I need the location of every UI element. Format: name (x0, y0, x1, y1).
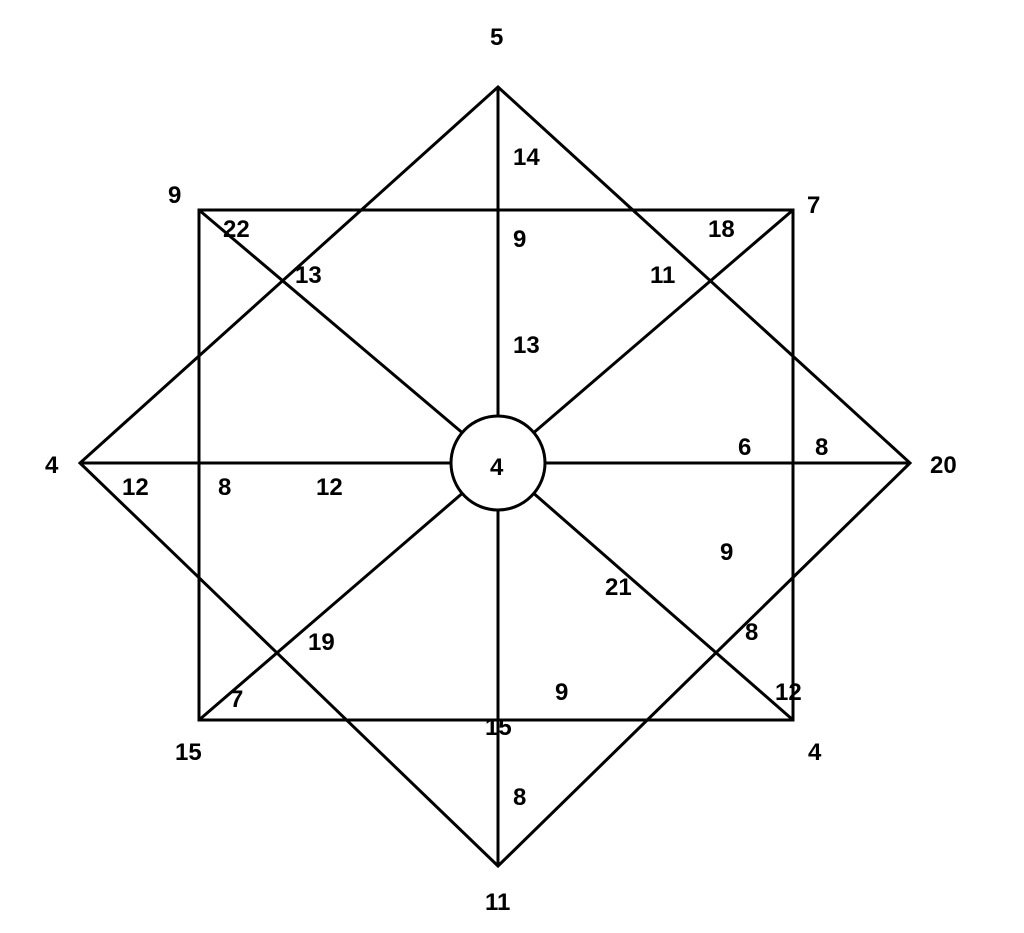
label-outer-br: 4 (808, 739, 822, 766)
label-center: 4 (490, 454, 504, 481)
label-n19: 19 (308, 629, 335, 656)
label-n13a: 13 (513, 332, 540, 359)
label-n9b: 9 (720, 539, 733, 566)
label-outer-top: 5 (490, 24, 503, 51)
label-n14: 14 (513, 144, 540, 171)
label-n22: 22 (223, 216, 250, 243)
label-outer-tl: 9 (168, 182, 181, 209)
label-n8d: 8 (513, 784, 526, 811)
label-n18: 18 (708, 216, 735, 243)
label-n7a: 7 (230, 686, 243, 713)
label-outer-right: 20 (930, 452, 957, 479)
label-n13b: 13 (295, 262, 322, 289)
label-outer-left: 4 (45, 452, 59, 479)
label-n12b: 12 (316, 474, 343, 501)
label-n12c: 12 (775, 679, 802, 706)
label-n9a: 9 (513, 226, 526, 253)
label-outer-bottom: 11 (485, 889, 510, 916)
label-n15a: 15 (485, 714, 512, 741)
label-outer-bl: 15 (175, 739, 202, 766)
label-outer-tr: 7 (807, 192, 820, 219)
label-n8a: 8 (218, 474, 231, 501)
label-n21: 21 (605, 574, 632, 601)
label-n12a: 12 (122, 474, 149, 501)
label-n8c: 8 (745, 619, 758, 646)
label-n11: 11 (650, 262, 675, 289)
eight-point-star-diagram: 5 20 11 4 9 7 15 4 4 14 9 13 22 13 18 11 12 8 12 6… (0, 0, 1024, 933)
label-n9c: 9 (555, 679, 568, 706)
label-n6: 6 (738, 434, 751, 461)
label-n8b: 8 (815, 434, 828, 461)
